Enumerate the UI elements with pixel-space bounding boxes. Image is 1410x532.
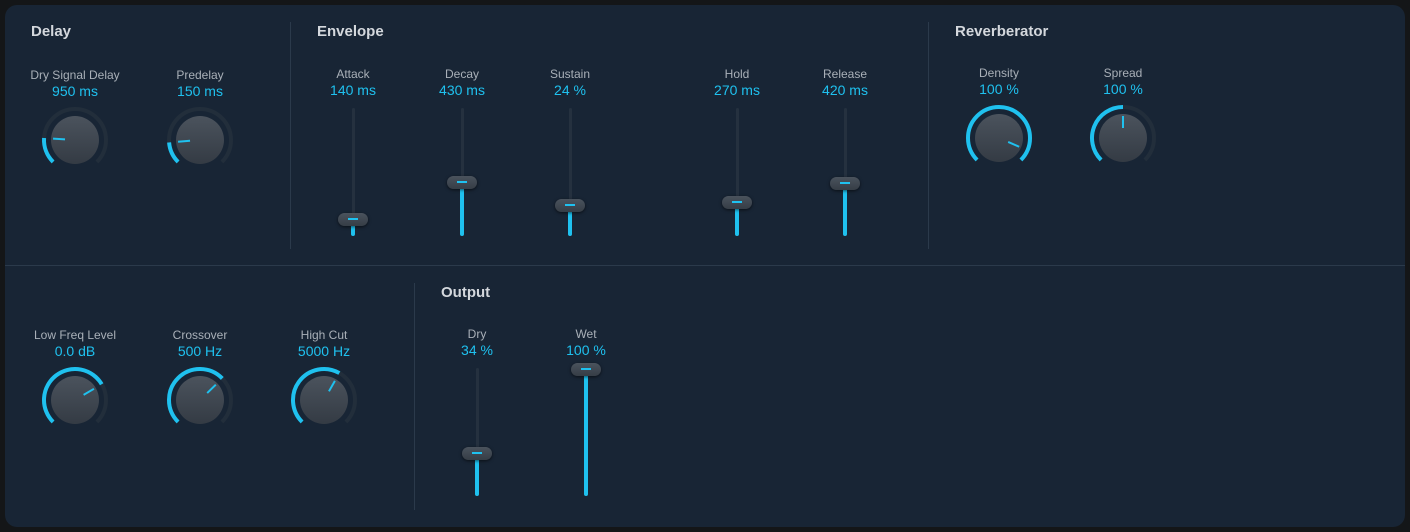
slider-thumb[interactable]	[338, 213, 368, 226]
reverb-plugin-panel: Delay Envelope Reverberator Output Dry S…	[5, 5, 1405, 527]
spread-label: Spread	[1103, 66, 1143, 80]
section-divider	[290, 22, 291, 249]
dry-slider[interactable]	[457, 368, 497, 496]
wet-slider[interactable]	[566, 363, 606, 496]
spread-knob[interactable]	[1088, 103, 1158, 173]
section-title-reverberator: Reverberator	[955, 23, 1049, 40]
slider-thumb[interactable]	[555, 199, 585, 212]
attack-slider[interactable]	[333, 108, 373, 236]
sustain-value: 24 %	[554, 82, 586, 98]
slider-fill	[475, 453, 479, 496]
section-title-delay: Delay	[31, 23, 72, 40]
slider-thumb[interactable]	[447, 176, 477, 189]
slider-thumb[interactable]	[830, 177, 860, 190]
release-value: 420 ms	[822, 82, 868, 98]
hold-value: 270 ms	[714, 82, 760, 98]
release-label: Release	[822, 67, 868, 81]
decay-value: 430 ms	[439, 82, 485, 98]
slider-track	[476, 368, 479, 496]
hold-label: Hold	[724, 67, 750, 81]
density-value: 100 %	[979, 81, 1019, 97]
slider-fill	[460, 182, 464, 236]
decay-slider[interactable]	[442, 108, 482, 236]
high-cut-label: High Cut	[300, 328, 348, 342]
attack-value: 140 ms	[330, 82, 376, 98]
predelay-knob[interactable]	[165, 105, 235, 175]
section-title-output: Output	[441, 284, 491, 301]
dry-signal-delay-label: Dry Signal Delay	[30, 68, 120, 82]
slider-fill	[735, 202, 739, 236]
slider-track	[736, 108, 739, 236]
slider-fill	[568, 205, 572, 236]
decay-label: Decay	[444, 67, 479, 81]
slider-fill	[843, 183, 847, 236]
spread-value: 100 %	[1103, 81, 1143, 97]
crossover-knob[interactable]	[165, 365, 235, 435]
attack-label: Attack	[336, 67, 370, 81]
wet-value: 100 %	[566, 342, 606, 358]
slider-track	[844, 108, 847, 236]
crossover-value: 500 Hz	[177, 343, 223, 359]
dry-signal-delay-knob[interactable]	[40, 105, 110, 175]
slider-fill	[584, 369, 588, 496]
density-label: Density	[978, 66, 1019, 80]
section-divider	[414, 283, 415, 510]
section-divider	[928, 22, 929, 249]
slider-fill	[351, 219, 355, 236]
high-cut-value: 5000 Hz	[297, 343, 351, 359]
slider-thumb[interactable]	[571, 363, 601, 376]
slider-track	[352, 108, 355, 236]
wet-label: Wet	[575, 327, 597, 341]
sustain-label: Sustain	[549, 67, 591, 81]
low-freq-level-value: 0.0 dB	[54, 343, 96, 359]
slider-thumb[interactable]	[722, 196, 752, 209]
crossover-label: Crossover	[172, 328, 228, 342]
low-freq-level-knob[interactable]	[40, 365, 110, 435]
slider-track	[569, 108, 572, 236]
low-freq-level-label: Low Freq Level	[33, 328, 117, 342]
hold-slider[interactable]	[717, 108, 757, 236]
slider-thumb[interactable]	[462, 447, 492, 460]
dry-label: Dry	[467, 327, 487, 341]
predelay-value: 150 ms	[177, 83, 223, 99]
section-divider	[5, 265, 1405, 266]
release-slider[interactable]	[825, 108, 865, 236]
section-title-envelope: Envelope	[317, 23, 384, 40]
dry-signal-delay-value: 950 ms	[52, 83, 98, 99]
density-knob[interactable]	[964, 103, 1034, 173]
high-cut-knob[interactable]	[289, 365, 359, 435]
slider-track	[461, 108, 464, 236]
dry-value: 34 %	[461, 342, 493, 358]
sustain-slider[interactable]	[550, 108, 590, 236]
predelay-label: Predelay	[176, 68, 224, 82]
